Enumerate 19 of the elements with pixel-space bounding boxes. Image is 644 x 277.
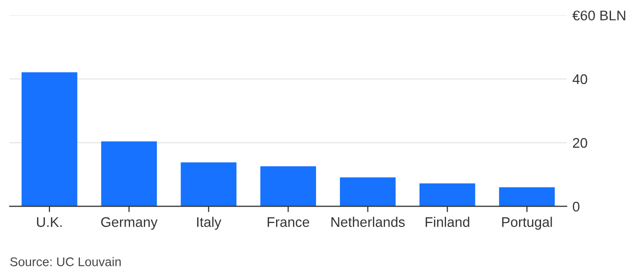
x-tick-label: Netherlands	[331, 216, 405, 227]
x-tick-label: U.K.	[37, 217, 62, 227]
x-tick-label: Italy	[197, 216, 222, 230]
y-tick-label: 0	[572, 202, 580, 212]
x-tick-label: Portugal	[502, 216, 552, 230]
y-tick-label: 40	[572, 74, 588, 84]
bar	[101, 141, 157, 206]
y-tick-label: €60 BLN	[572, 10, 626, 20]
bar	[22, 72, 78, 206]
bar	[180, 162, 236, 206]
x-tick-label: Finland	[426, 216, 470, 227]
bar	[340, 177, 396, 206]
bar	[499, 187, 555, 206]
source-note: Source: UC Louvain	[10, 257, 121, 266]
y-tick-label: 20	[572, 138, 588, 148]
bar	[260, 166, 316, 206]
bar	[419, 183, 476, 206]
x-tick-label: France	[268, 217, 310, 227]
x-tick-label: Germany	[101, 217, 158, 230]
